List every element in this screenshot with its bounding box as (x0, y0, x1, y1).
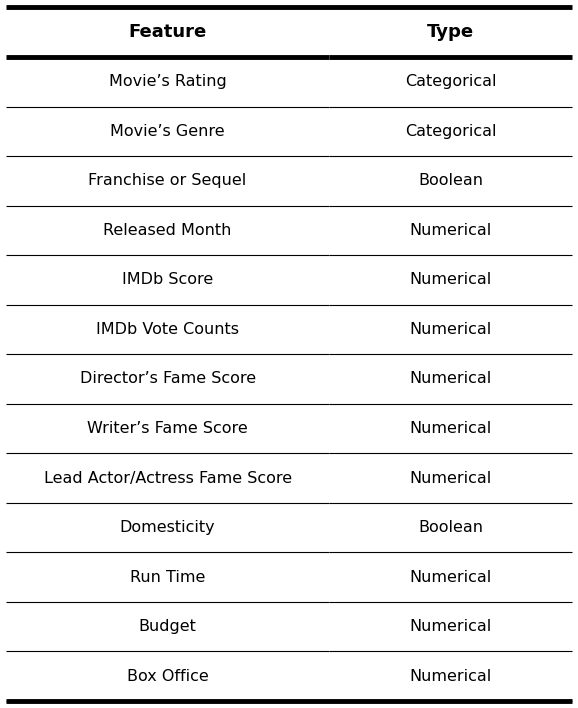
Text: Numerical: Numerical (410, 223, 492, 238)
Text: Categorical: Categorical (405, 124, 497, 139)
Text: Type: Type (427, 23, 475, 41)
Text: Budget: Budget (139, 619, 197, 634)
Text: Movie’s Genre: Movie’s Genre (110, 124, 225, 139)
Text: IMDb Score: IMDb Score (122, 273, 213, 287)
Text: Numerical: Numerical (410, 322, 492, 337)
Text: Released Month: Released Month (103, 223, 232, 238)
Text: Franchise or Sequel: Franchise or Sequel (88, 173, 247, 188)
Text: Numerical: Numerical (410, 668, 492, 684)
Text: Feature: Feature (128, 23, 207, 41)
Text: Director’s Fame Score: Director’s Fame Score (80, 372, 255, 387)
Text: Numerical: Numerical (410, 570, 492, 585)
Text: Domesticity: Domesticity (120, 520, 216, 535)
Text: Numerical: Numerical (410, 619, 492, 634)
Text: Run Time: Run Time (130, 570, 205, 585)
Text: Writer’s Fame Score: Writer’s Fame Score (87, 421, 248, 436)
Text: Numerical: Numerical (410, 471, 492, 486)
Text: Box Office: Box Office (127, 668, 209, 684)
Text: Boolean: Boolean (418, 520, 483, 535)
Text: Numerical: Numerical (410, 372, 492, 387)
Text: Movie’s Rating: Movie’s Rating (109, 74, 227, 89)
Text: Lead Actor/Actress Fame Score: Lead Actor/Actress Fame Score (43, 471, 292, 486)
Text: Categorical: Categorical (405, 74, 497, 89)
Text: Numerical: Numerical (410, 273, 492, 287)
Text: Boolean: Boolean (418, 173, 483, 188)
Text: IMDb Vote Counts: IMDb Vote Counts (96, 322, 239, 337)
Text: Numerical: Numerical (410, 421, 492, 436)
